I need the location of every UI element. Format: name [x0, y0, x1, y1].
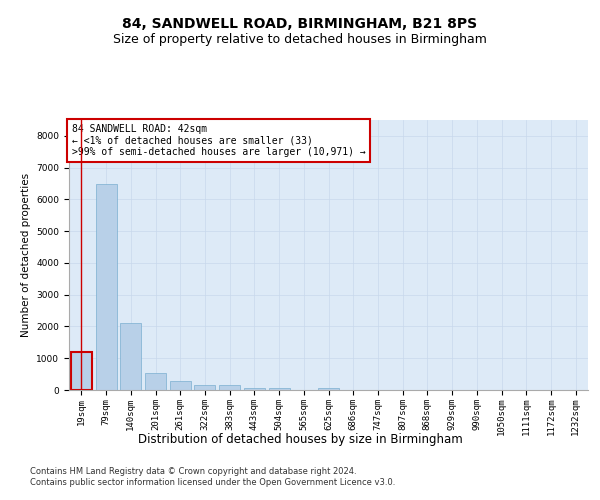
Bar — [170, 381, 191, 390]
Text: 84, SANDWELL ROAD, BIRMINGHAM, B21 8PS: 84, SANDWELL ROAD, BIRMINGHAM, B21 8PS — [122, 18, 478, 32]
Text: 84 SANDWELL ROAD: 42sqm
← <1% of detached houses are smaller (33)
>99% of semi-d: 84 SANDWELL ROAD: 42sqm ← <1% of detache… — [71, 124, 365, 157]
Text: Size of property relative to detached houses in Birmingham: Size of property relative to detached ho… — [113, 32, 487, 46]
Text: Contains HM Land Registry data © Crown copyright and database right 2024.
Contai: Contains HM Land Registry data © Crown c… — [30, 468, 395, 487]
Bar — [194, 384, 215, 390]
Bar — [120, 324, 141, 390]
Bar — [145, 372, 166, 390]
Text: Distribution of detached houses by size in Birmingham: Distribution of detached houses by size … — [137, 432, 463, 446]
Bar — [269, 388, 290, 390]
Bar — [95, 184, 116, 390]
Bar — [318, 388, 339, 390]
Bar — [219, 385, 240, 390]
Y-axis label: Number of detached properties: Number of detached properties — [21, 173, 31, 337]
Bar — [244, 388, 265, 390]
Bar — [71, 352, 92, 390]
